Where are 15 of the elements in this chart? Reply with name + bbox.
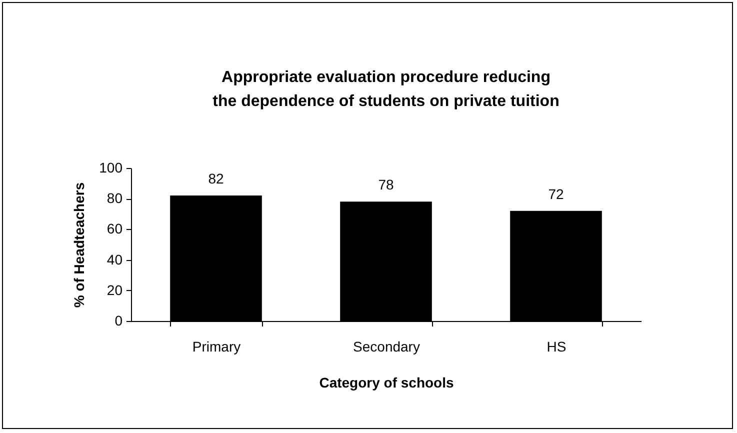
x-tick-label: Primary xyxy=(192,338,241,354)
x-tick-label: HS xyxy=(546,338,566,354)
x-axis-title: Category of schools xyxy=(319,374,454,390)
y-tick-label: 40 xyxy=(106,251,123,268)
chart-title: Appropriate evaluation procedure reducing the dependence of students on private tuition xyxy=(212,69,560,110)
y-tick-label: 80 xyxy=(106,190,123,206)
x-tick-label: Secondary xyxy=(353,338,420,354)
y-tick-label: 60 xyxy=(106,220,123,237)
data-label: 78 xyxy=(378,176,394,193)
data-label: 72 xyxy=(548,186,564,202)
y-tick-label: 20 xyxy=(106,282,123,298)
data-label: 82 xyxy=(208,170,224,187)
y-tick-label: 100 xyxy=(99,160,123,176)
y-axis-title: % of Headteachers xyxy=(71,182,88,308)
y-tick-label: 0 xyxy=(114,312,123,328)
